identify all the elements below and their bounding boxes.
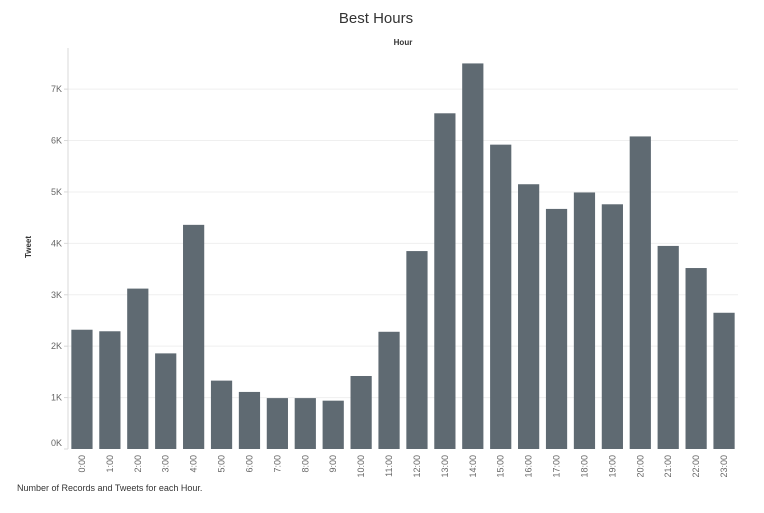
- x-tick-label: 5:00: [217, 455, 227, 473]
- y-tick-label: 1K: [51, 393, 62, 403]
- x-tick-label: 12:00: [412, 455, 422, 478]
- bar[interactable]: [378, 331, 400, 449]
- bar[interactable]: [601, 204, 623, 449]
- chart-caption: Number of Records and Tweets for each Ho…: [17, 483, 203, 493]
- bar[interactable]: [518, 184, 540, 449]
- x-tick-label: 23:00: [719, 455, 729, 478]
- x-tick-label: 20:00: [635, 455, 645, 478]
- bar[interactable]: [155, 353, 177, 449]
- x-tick-label: 1:00: [105, 455, 115, 473]
- x-tick-label: 0:00: [77, 455, 87, 473]
- bar[interactable]: [238, 391, 261, 449]
- x-tick-label: 10:00: [356, 455, 366, 478]
- y-tick-label: 3K: [51, 290, 62, 300]
- bar[interactable]: [183, 224, 205, 449]
- x-tick-label: 16:00: [524, 455, 534, 478]
- y-axis-title: Tweet: [24, 236, 33, 258]
- bar[interactable]: [657, 245, 679, 449]
- bars: [71, 63, 735, 450]
- bar[interactable]: [322, 400, 344, 449]
- x-tick-label: 2:00: [133, 455, 143, 473]
- bar[interactable]: [266, 398, 288, 449]
- bar[interactable]: [350, 375, 372, 449]
- y-tick-label: 5K: [51, 187, 62, 197]
- bar[interactable]: [490, 144, 512, 449]
- y-tick-label: 7K: [51, 84, 62, 94]
- chart-title: Best Hours: [338, 10, 414, 27]
- y-tick-label: 2K: [51, 341, 62, 351]
- y-tick-label: 0K: [51, 438, 62, 448]
- bar[interactable]: [210, 380, 233, 449]
- bar[interactable]: [99, 331, 121, 449]
- bar[interactable]: [462, 63, 484, 450]
- x-tick-label: 4:00: [189, 455, 199, 473]
- x-tick-label: 21:00: [663, 455, 673, 478]
- x-tick-label: 7:00: [272, 455, 282, 473]
- x-tick-label: 8:00: [300, 455, 310, 473]
- x-tick-label: 3:00: [161, 455, 171, 473]
- x-tick-label: 11:00: [384, 455, 394, 477]
- bar[interactable]: [545, 208, 568, 449]
- bar[interactable]: [685, 268, 707, 449]
- x-tick-label: 9:00: [328, 455, 338, 473]
- bar[interactable]: [127, 288, 149, 449]
- gridlines: [68, 88, 738, 399]
- bar[interactable]: [434, 113, 456, 450]
- bar[interactable]: [573, 192, 596, 449]
- x-tick-label: 13:00: [440, 455, 450, 478]
- x-axis: 0:00 1:00 2:00 3:00 4:00 5:00 6:00 7:00 8:00 9:00…: [77, 455, 729, 478]
- x-tick-label: 17:00: [552, 455, 562, 478]
- y-tick-label: 6K: [51, 136, 62, 146]
- bar[interactable]: [629, 136, 651, 449]
- bar[interactable]: [71, 329, 93, 449]
- bar[interactable]: [713, 312, 735, 449]
- x-tick-label: 19:00: [607, 455, 617, 478]
- y-axis: 0K 1K 2K 3K 4K 5K 6K 7K: [51, 48, 69, 450]
- x-tick-label: 18:00: [579, 455, 589, 478]
- y-tick-label: 4K: [51, 238, 62, 248]
- x-tick-label: 6:00: [244, 455, 254, 473]
- x-tick-label: 14:00: [468, 455, 478, 478]
- bar[interactable]: [406, 251, 428, 449]
- x-tick-label: 22:00: [691, 455, 701, 478]
- bar[interactable]: [294, 398, 316, 449]
- column-header: Hour: [394, 38, 413, 47]
- x-tick-label: 15:00: [496, 455, 506, 478]
